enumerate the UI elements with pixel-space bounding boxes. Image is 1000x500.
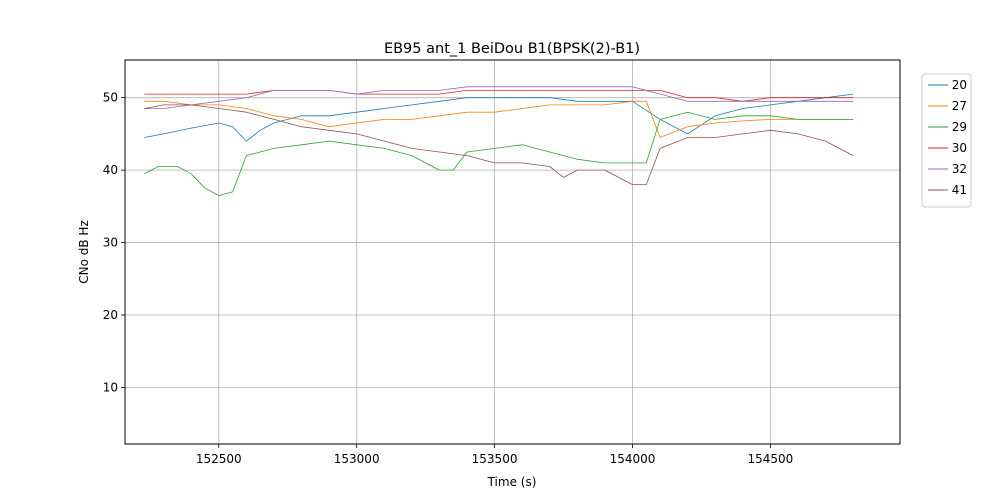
series-line-27 — [144, 100, 854, 138]
legend-label-32: 32 — [952, 162, 967, 176]
legend-label-30: 30 — [952, 141, 967, 155]
x-axis-title: Time (s) — [487, 475, 537, 489]
series-line-29 — [144, 111, 854, 196]
x-tick-label: 154000 — [610, 452, 656, 466]
y-tick-label: 10 — [103, 380, 118, 394]
x-tick-label: 152500 — [196, 452, 242, 466]
legend-label-41: 41 — [952, 183, 967, 197]
series-lines — [144, 86, 854, 196]
series-line-32 — [144, 86, 854, 109]
y-tick-label: 30 — [103, 236, 118, 250]
series-line-20 — [144, 93, 854, 142]
y-tick-label: 20 — [103, 308, 118, 322]
plot-area-frame — [124, 59, 901, 445]
legend-label-20: 20 — [952, 78, 967, 92]
x-tick-label: 153000 — [334, 452, 380, 466]
series-line-30 — [144, 90, 854, 102]
series-line-41 — [144, 104, 854, 186]
x-tick-label: 153500 — [472, 452, 518, 466]
legend-label-27: 27 — [952, 99, 967, 113]
y-tick-label: 40 — [103, 163, 118, 177]
legend-box — [921, 73, 972, 208]
y-axis-title: CNo dB Hz — [77, 220, 91, 284]
x-tick-label: 154500 — [747, 452, 793, 466]
axis-ticks: 152500 153000 153500 154000 154500 10 20 30 40 50 — [103, 91, 794, 466]
chart-title: EB95 ant_1 BeiDou B1(BPSK(2)-B1) — [384, 41, 640, 57]
legend-label-29: 29 — [952, 120, 967, 134]
legend: 20 27 29 30 32 41 — [921, 73, 972, 208]
y-tick-label: 50 — [103, 91, 118, 105]
